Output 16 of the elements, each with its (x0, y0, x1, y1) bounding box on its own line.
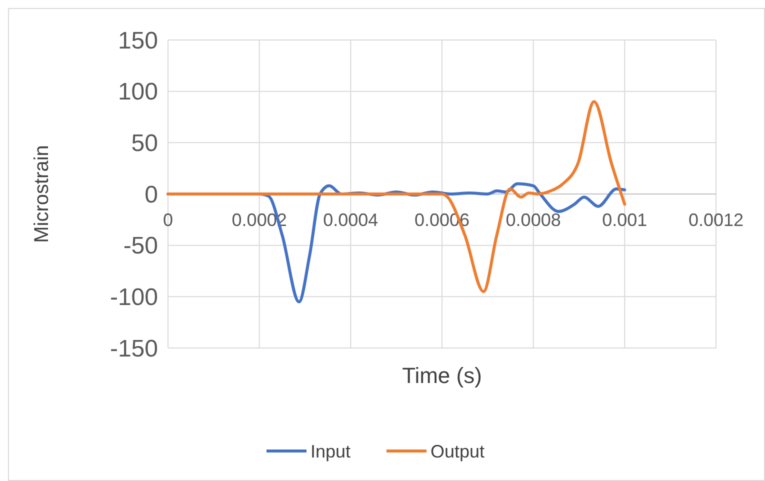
y-tick-label: -50 (123, 232, 158, 260)
y-tick-label: 150 (118, 27, 158, 54)
legend-label: Output (430, 441, 485, 462)
x-tick-label: 0.0004 (323, 210, 378, 230)
x-tick-label: 0.0008 (506, 210, 561, 230)
y-tick-label: 100 (118, 78, 158, 106)
x-axis-title: Time (s) (402, 363, 482, 388)
y-tick-label: -100 (110, 284, 158, 312)
legend-label: Input (310, 441, 351, 462)
x-tick-label: 0.0012 (688, 210, 744, 230)
y-tick-label: -150 (110, 335, 158, 362)
x-tick-label: 0 (162, 210, 174, 230)
y-tick-label: 0 (144, 181, 158, 208)
x-tick-label: 0.001 (602, 210, 648, 230)
y-axis-title: Microstrain (31, 145, 53, 243)
y-tick-label: 50 (131, 130, 158, 158)
